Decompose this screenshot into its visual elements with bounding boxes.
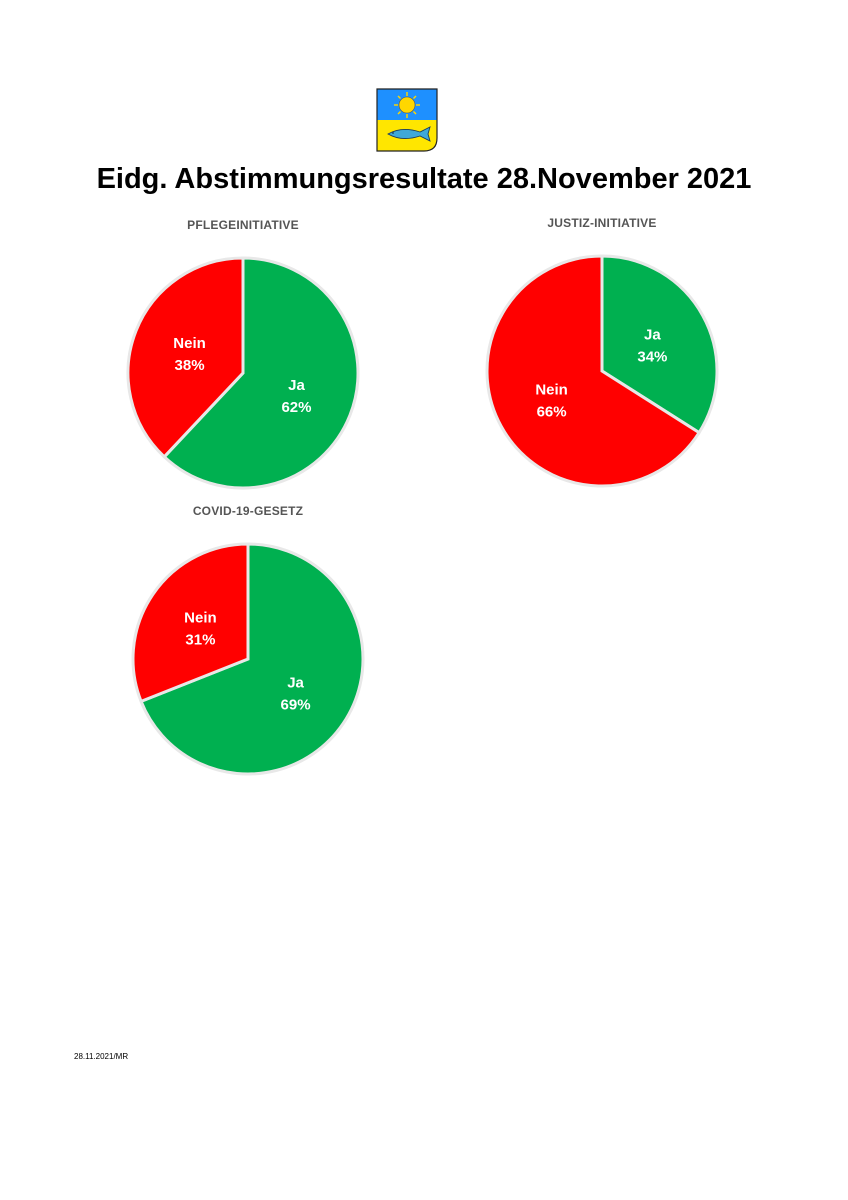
pie-chart-justiz-initiative: JUSTIZ-INITIATIVE Ja 34% Nein 66% — [462, 216, 742, 496]
slice-value-nein: 31% — [185, 632, 215, 649]
slice-value-nein: 38% — [175, 357, 205, 374]
pie-slice-ja — [139, 542, 365, 776]
slice-value-ja: 34% — [637, 348, 667, 365]
slice-label-ja: Ja — [644, 326, 661, 343]
pie-chart-svg: Ja 69% Nein 31% — [131, 542, 365, 776]
chart-title: JUSTIZ-INITIATIVE — [547, 216, 657, 230]
slice-value-ja: 69% — [281, 696, 311, 713]
coat-of-arms-logo — [376, 88, 438, 152]
pie-chart-pflegeinitiative: PFLEGEINITIATIVE Ja 62% Nein 38% — [103, 218, 383, 498]
pie-slice-ja — [162, 256, 360, 490]
slice-label-nein: Nein — [173, 335, 206, 352]
slice-value-ja: 62% — [281, 399, 311, 416]
fish-icon — [387, 126, 431, 142]
slice-label-nein: Nein — [184, 610, 217, 627]
footer-note: 28.11.2021/MR — [74, 1052, 129, 1061]
slice-label-ja: Ja — [288, 377, 305, 394]
chart-title: PFLEGEINITIATIVE — [187, 218, 299, 232]
slice-value-nein: 66% — [537, 404, 567, 421]
pie-slice-nein — [485, 254, 702, 488]
pie-chart-covid-19-gesetz: COVID-19-GESETZ Ja 69% Nein 31% — [108, 504, 388, 784]
sun-icon — [394, 92, 420, 118]
pie-chart-svg: Ja 62% Nein 38% — [126, 256, 360, 490]
slice-label-nein: Nein — [535, 382, 568, 399]
chart-title: COVID-19-GESETZ — [192, 504, 304, 518]
page-title: Eidg. Abstimmungsresultate 28.November 2… — [96, 163, 752, 195]
pie-slice-nein — [131, 542, 250, 704]
pie-slice-nein — [126, 256, 245, 459]
pie-chart-svg: Ja 34% Nein 66% — [485, 254, 719, 488]
slice-label-ja: Ja — [287, 674, 304, 691]
